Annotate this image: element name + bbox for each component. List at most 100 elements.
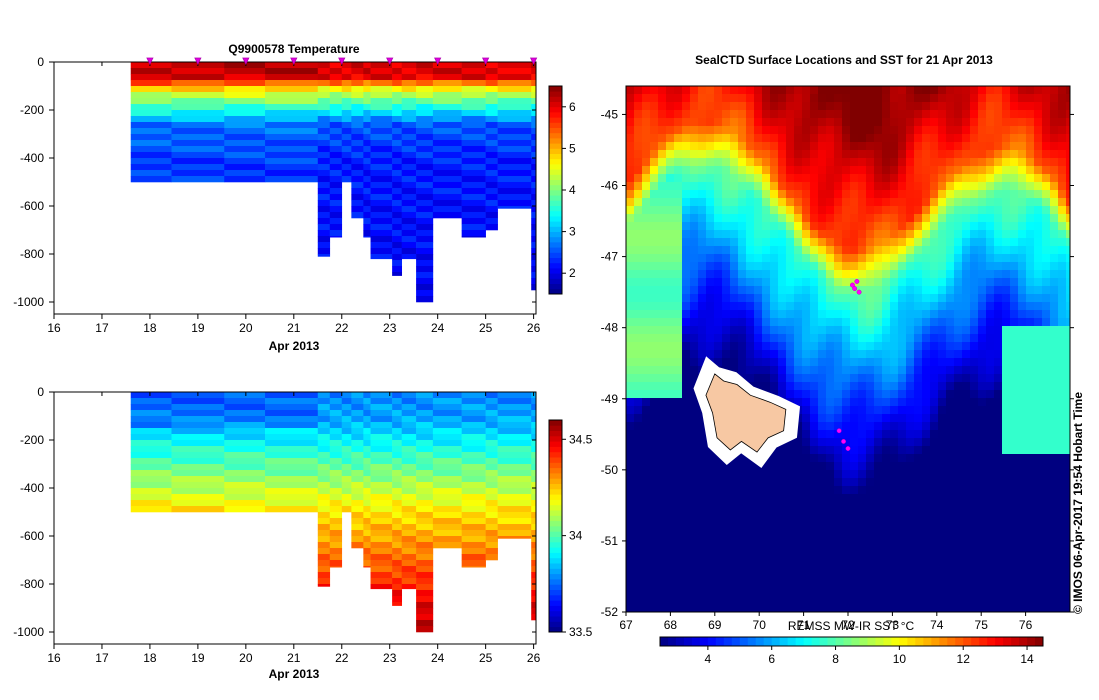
sst-cell — [882, 318, 891, 327]
section-cell — [392, 152, 403, 159]
sst-cell — [778, 294, 787, 303]
sst-cell — [954, 174, 963, 183]
sst-cell — [994, 334, 1003, 343]
section-cell — [531, 68, 537, 75]
sst-cell — [626, 590, 635, 599]
sst-cell — [938, 326, 947, 335]
sst-cell — [746, 302, 755, 311]
sst-cell — [898, 206, 907, 215]
sst-cell — [810, 430, 819, 439]
sst-cell — [866, 478, 875, 487]
sst-cell — [690, 518, 699, 527]
sst-cell — [994, 326, 1003, 335]
sst-cell — [722, 350, 731, 359]
sst-cell — [1034, 94, 1043, 103]
sst-cell — [762, 214, 771, 223]
section-cell — [265, 440, 319, 447]
sst-cell — [922, 286, 931, 295]
sst-cell — [1042, 310, 1051, 319]
sst-cell — [690, 390, 699, 399]
sst-cell — [802, 238, 811, 247]
sst-cell — [1066, 254, 1071, 263]
sst-cell — [890, 126, 899, 135]
section-cell — [351, 146, 364, 153]
section-cell — [329, 494, 343, 501]
sst-cell — [1010, 478, 1019, 487]
sst-cell — [914, 358, 923, 367]
section-cell — [351, 128, 364, 135]
section-cell — [171, 476, 225, 483]
sst-cell — [914, 574, 923, 583]
sst-cell — [1066, 382, 1071, 391]
sst-cell — [938, 574, 947, 583]
section-cell — [461, 554, 486, 561]
sst-cell — [970, 566, 979, 575]
sst-cell — [1042, 86, 1051, 95]
sst-cell — [874, 518, 883, 527]
colorbar-cell — [549, 200, 562, 206]
sst-cell — [938, 390, 947, 399]
section-cell — [351, 482, 364, 489]
section-cell — [531, 284, 537, 291]
sst-cell — [866, 542, 875, 551]
sst-cell — [882, 286, 891, 295]
sst-cell — [810, 286, 819, 295]
sst-cell — [698, 246, 707, 255]
sst-cell — [922, 390, 931, 399]
sst-cell — [722, 566, 731, 575]
sst-cell — [850, 542, 859, 551]
sst-cell — [642, 598, 651, 607]
sst-cell — [794, 358, 803, 367]
sst-cell — [706, 590, 715, 599]
sst-cell — [834, 278, 843, 287]
sst-cell — [906, 230, 915, 239]
sst-cell — [770, 598, 779, 607]
sst-cell — [834, 478, 843, 487]
sst-cell — [1026, 334, 1035, 343]
sst-cell — [706, 246, 715, 255]
sst-cell — [794, 134, 803, 143]
sst-cell — [882, 190, 891, 199]
sst-cell — [1050, 134, 1059, 143]
section-cell — [497, 146, 532, 153]
sst-cell — [794, 326, 803, 335]
sst-cell — [754, 318, 763, 327]
lon-tick-label: 73 — [886, 618, 900, 632]
sst-cell — [826, 174, 835, 183]
sst-cell — [1066, 502, 1071, 511]
sst-cell — [1018, 150, 1027, 159]
colorbar-cell — [549, 557, 562, 564]
sst-cell — [930, 94, 939, 103]
sst-cell — [730, 118, 739, 127]
section-cell — [497, 86, 532, 93]
section-cell — [351, 122, 364, 129]
sst-cell — [682, 382, 691, 391]
sst-cell — [986, 358, 995, 367]
sst-cell — [1034, 478, 1043, 487]
sst-cell — [1058, 126, 1067, 135]
section-cell — [416, 506, 434, 513]
sst-cell — [626, 326, 635, 335]
sst-cell — [674, 438, 683, 447]
colorbar-tick-label: 3 — [569, 225, 576, 239]
section-cell — [329, 512, 343, 519]
sst-cell — [1010, 134, 1019, 143]
sst-cell — [1018, 286, 1027, 295]
sst-cell — [722, 94, 731, 103]
sst-cell — [650, 470, 659, 479]
sst-cell — [850, 598, 859, 607]
sst-cell — [898, 406, 907, 415]
sst-cell — [818, 534, 827, 543]
sst-cell — [1018, 198, 1027, 207]
sst-cell — [906, 166, 915, 175]
sst-cell — [746, 518, 755, 527]
section-cell — [416, 98, 434, 105]
section-cell — [392, 170, 403, 177]
section-cell — [392, 224, 403, 231]
sst-cell — [778, 310, 787, 319]
sst-cell — [842, 582, 851, 591]
sst-cell — [650, 182, 659, 191]
sst-cell — [746, 94, 755, 103]
sst-cell — [738, 494, 747, 503]
sst-cell — [890, 422, 899, 431]
